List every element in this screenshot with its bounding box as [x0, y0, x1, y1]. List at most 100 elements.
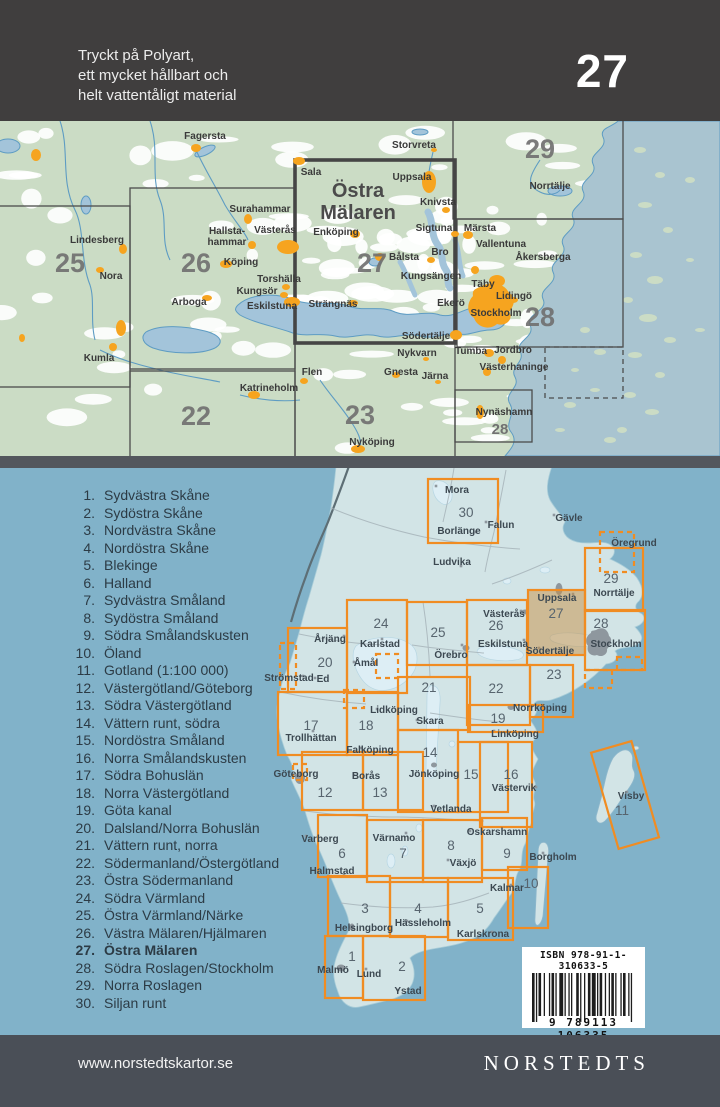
ov-sheet-number-2: 2	[398, 959, 406, 974]
city-Bro	[427, 257, 435, 263]
city-Fagersta	[191, 144, 201, 152]
ov-sheet-box-inset	[374, 652, 400, 680]
ov-sheet-number-11: 11	[615, 803, 629, 818]
map-label: Köping	[224, 257, 258, 268]
ov-sheet-number-3: 3	[361, 901, 369, 916]
ov-label-Visby: Visby	[618, 791, 645, 802]
legend-item: 30. Siljan runt	[53, 995, 353, 1013]
ov-label-Västerås: Västerås	[483, 608, 525, 620]
legend-item: 15. Nordöstra Småland	[53, 732, 353, 750]
map-label: Sala	[301, 167, 322, 178]
sheet-number-26: 26	[181, 248, 211, 278]
map-label: Vallentuna	[476, 239, 526, 250]
map-label: Katrineholm	[240, 383, 298, 394]
legend-item-label: Norra Smålandskusten	[104, 749, 247, 766]
city-Södertälje	[450, 330, 462, 340]
city-Tumba	[484, 349, 494, 357]
map-label: Stockholm	[470, 308, 521, 319]
ov-label-Halmstad: Halmstad	[309, 866, 354, 877]
ov-label-Årjäng: Årjäng	[314, 632, 346, 645]
map-label: Norrtälje	[529, 181, 571, 192]
footer-bar: www.norstedtskartor.se NORSTEDTS	[0, 1035, 720, 1107]
map-label: Fagersta	[184, 131, 226, 142]
ov-label-Varberg: Varberg	[301, 834, 338, 845]
legend-item: 25. Östra Värmland/Närke	[53, 907, 353, 925]
material-note-line2: ett mycket hållbart och	[78, 67, 229, 84]
ov-label-Norrtälje: Norrtälje	[593, 588, 635, 599]
legend-item: 17. Södra Bohuslän	[53, 767, 353, 785]
material-note-line1: Tryckt på Polyart,	[78, 47, 195, 64]
ov-label-Karlstad: Karlstad	[360, 639, 400, 650]
legend-item-label: Norra Västergötland	[104, 784, 230, 801]
ov-label-Ed: Ed	[317, 674, 330, 685]
map-label: Strängnäs	[309, 299, 358, 310]
ov-label-Ludvika: Ludvika	[433, 557, 471, 568]
sheet-numbers: 25 26 27 29 28 22 23 28	[55, 134, 555, 438]
city-Västerhaninge	[483, 368, 491, 376]
city-Flen	[300, 378, 308, 384]
map-label: Hallsta-	[209, 226, 245, 237]
ov-label-Värnamo: Värnamo	[373, 833, 416, 844]
city-Eskilstuna	[284, 297, 300, 307]
legend-item-label: Norra Roslagen	[104, 977, 203, 993]
legend-item: 29. Norra Roslagen	[53, 977, 353, 995]
legend-item-label: Vättern runt, norra	[104, 837, 218, 853]
city-Enköping	[350, 230, 360, 238]
city-Knivsta	[442, 207, 450, 213]
legend-item-label: Södra Västergötland	[104, 697, 232, 713]
legend-item: 26. Västra Mälaren/Hjälmaren	[53, 925, 353, 943]
legend-item-number: 7.	[83, 592, 95, 608]
index-map: Fagersta Sala Storvreta Uppsala Norrtälje Sur…	[0, 121, 720, 456]
ov-sheet-box-11	[589, 739, 661, 851]
legend-item: 4. Nordöstra Skåne	[53, 540, 353, 558]
legend-item-label: Nordvästra Skåne	[104, 522, 217, 538]
map-label: Kumla	[84, 353, 115, 364]
map-label: Södertälje	[402, 331, 451, 342]
legend-item-label: Dalsland/Norra Bohuslän	[104, 819, 260, 836]
city-Kungsängen	[471, 266, 479, 274]
legend-item-number: 29.	[75, 977, 95, 993]
sheet-box-28	[456, 218, 624, 348]
legend-item-label: Södermanland/Östergötland	[104, 854, 280, 871]
ov-sheet-box-13	[361, 750, 425, 812]
ov-label-Södertälje: Södertälje	[526, 646, 575, 657]
legend-item-number: 6.	[83, 574, 95, 591]
legend-item-label: Gotland (1:100 000)	[104, 662, 229, 678]
map-label: Kungsängen	[401, 271, 462, 282]
ov-sheet-number-10: 10	[523, 876, 538, 891]
ov-label-Falun: Falun	[488, 520, 515, 531]
ov-label-Gävle: Gävle	[555, 513, 583, 524]
ov-sheet-box-inset	[615, 655, 644, 672]
legend-item-label: Siljan runt	[104, 994, 167, 1011]
map-label: Surahammar	[229, 204, 290, 215]
ov-sheet-number-24: 24	[373, 616, 389, 631]
legend-item: 3. Nordvästra Skåne	[53, 522, 353, 540]
city-mark-Stockholm	[586, 628, 612, 657]
map-label: Knivsta	[420, 197, 457, 208]
legend-item-label: Södra Bohuslän	[104, 767, 204, 783]
ov-label-Västervik: Västervik	[492, 783, 537, 794]
archipelago-islands	[555, 147, 705, 443]
ov-label-Helsingborg: Helsingborg	[335, 923, 393, 934]
website-link[interactable]: www.norstedtskartor.se	[78, 1055, 234, 1072]
ov-sheet-number-21: 21	[421, 680, 436, 695]
legend-item-number: 18.	[75, 784, 95, 801]
sheet-number-27: 27	[357, 248, 387, 278]
ov-sheet-box-inset	[278, 641, 298, 691]
sheet-box-28-inset	[454, 389, 533, 443]
legend-item: 9. Södra Smålandskusten	[53, 627, 353, 645]
sheet-number-22: 22	[181, 401, 211, 431]
ov-sheet-number-13: 13	[372, 785, 387, 800]
legend-item: 7. Sydvästra Småland	[53, 592, 353, 610]
barcode-stripes	[532, 973, 633, 1022]
ov-sheet-number-19: 19	[490, 711, 505, 726]
ov-label-Växjö: Växjö	[450, 858, 477, 869]
city-Surahammar	[244, 214, 252, 224]
ov-sheet-number-9: 9	[503, 846, 511, 861]
legend-item: 24. Södra Värmland	[53, 890, 353, 908]
ov-label-Göteborg: Göteborg	[274, 769, 319, 780]
ov-sheet-number-5: 5	[476, 901, 484, 916]
ov-sheet-number-20: 20	[317, 655, 332, 670]
